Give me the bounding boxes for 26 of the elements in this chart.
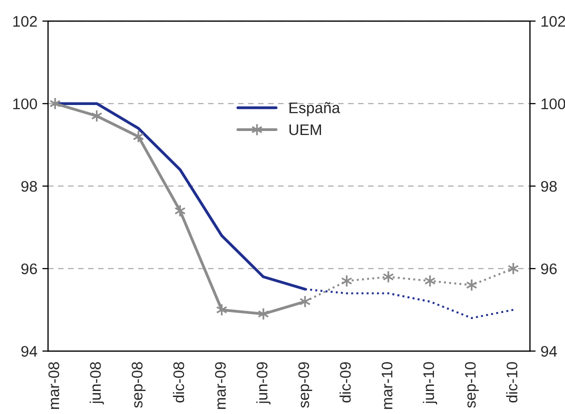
x-tick-label: sep-09: [298, 362, 312, 408]
y-tick-label: 100: [13, 98, 38, 110]
x-tick-label: dic-10: [506, 362, 518, 402]
y-tick-label: 94: [21, 346, 38, 357]
y-tick-label: 98: [21, 180, 37, 192]
x-tick-label: dic-08: [172, 362, 184, 402]
point: [174, 204, 186, 218]
x-tick-label: jun-10: [422, 362, 438, 404]
x-tick-label: sep-08: [132, 362, 146, 408]
y2-tick-label: 96: [541, 263, 557, 274]
x-tick-label: dic-09: [340, 362, 351, 402]
point: [424, 274, 436, 288]
x-tick-label: mar-10: [382, 362, 392, 409]
y2-tick-label: 100: [542, 98, 565, 110]
x-tick-label: jun-09: [256, 362, 270, 404]
y2-tick-label: 94: [541, 346, 557, 357]
y-tick-label: 96: [21, 263, 37, 274]
y2-tick-label: 98: [541, 180, 557, 192]
legend-label: UEM: [289, 124, 321, 136]
x-tick-label: jun-08: [90, 362, 104, 404]
y2-tick-label: 102: [542, 16, 565, 27]
x-tick-label: mar-09: [215, 362, 226, 409]
legend-label: España: [290, 102, 340, 116]
y-tick-label: 102: [13, 16, 37, 27]
x-tick-label: mar-08: [48, 362, 60, 409]
x-tick-label: sep-10: [464, 362, 479, 408]
